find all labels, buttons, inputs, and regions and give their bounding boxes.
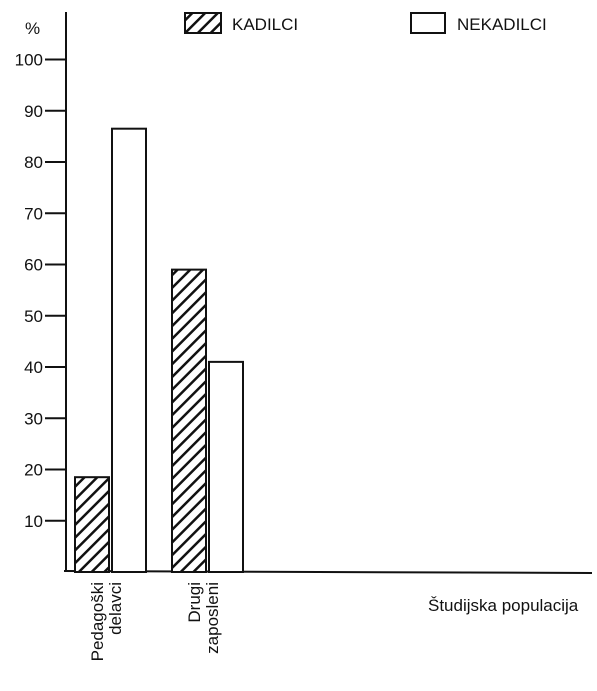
y-tick-label-60: 60 — [24, 256, 43, 275]
bar-nekadilci-2 — [208, 360, 244, 573]
legend-swatch-kadilci — [184, 12, 222, 34]
legend: KADILCI NEKADILCI — [184, 12, 547, 34]
y-tick-label-10: 10 — [24, 512, 43, 531]
category-labels: Pedagoški delavci Drugi zaposleni — [88, 582, 222, 661]
legend-label-kadilci: KADILCI — [232, 15, 298, 34]
y-tick-label-40: 40 — [24, 358, 43, 377]
y-ticks: 10 20 30 40 50 60 70 80 90 100 — [15, 51, 66, 531]
bar-nekadilci-1 — [111, 127, 147, 573]
legend-label-nekadilci: NEKADILCI — [457, 15, 547, 34]
y-tick-label-80: 80 — [24, 153, 43, 172]
y-tick-label-20: 20 — [24, 461, 43, 480]
category-label-1-line-1: Pedagoški — [88, 582, 107, 661]
legend-swatch-nekadilci — [410, 12, 446, 34]
bars — [74, 127, 244, 573]
x-axis-title: Študijska populacija — [428, 596, 579, 615]
y-tick-label-50: 50 — [24, 307, 43, 326]
category-label-2-line-2: zaposleni — [203, 582, 222, 654]
category-label-2-line-1: Drugi — [185, 582, 204, 623]
y-tick-label-100: 100 — [15, 51, 43, 70]
y-tick-label-70: 70 — [24, 204, 43, 223]
category-label-1-line-2: delavci — [106, 582, 125, 635]
y-axis-label: % — [25, 19, 40, 38]
y-tick-label-90: 90 — [24, 102, 43, 121]
y-tick-label-30: 30 — [24, 409, 43, 428]
bar-kadilci-2 — [171, 268, 207, 573]
x-axis-line — [63, 570, 593, 574]
bar-kadilci-1 — [74, 476, 110, 573]
